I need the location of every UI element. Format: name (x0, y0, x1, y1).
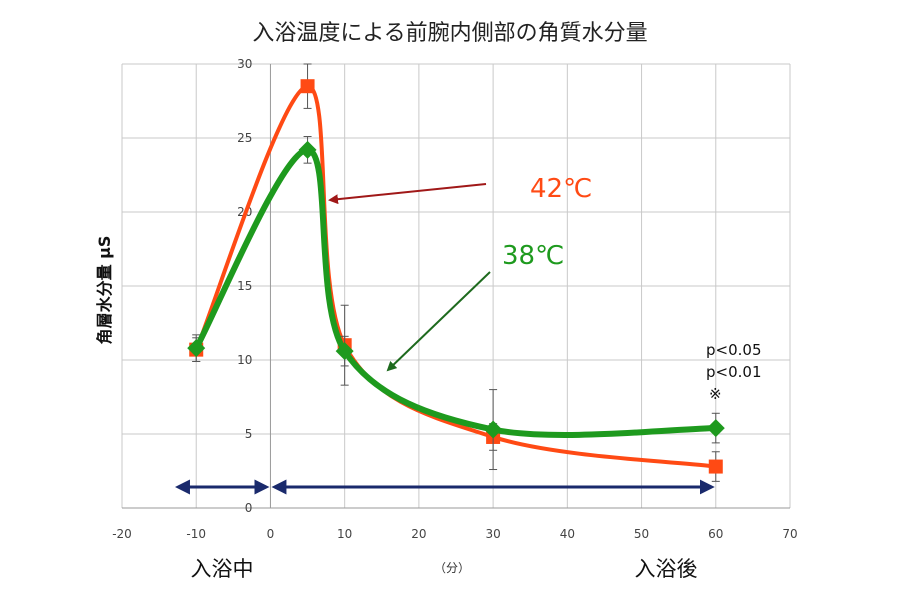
significance-mark: ※ (709, 385, 722, 403)
phase-label-after: 入浴後 (635, 557, 698, 581)
y-tick-label: 15 (237, 279, 252, 293)
significance-p005: p<0.05 (706, 341, 762, 359)
x-axis-unit: （分） (434, 561, 470, 575)
data-point (298, 140, 317, 159)
data-point (484, 420, 503, 439)
y-tick-label: 0 (245, 501, 253, 515)
series-38c (187, 136, 725, 471)
x-tick-labels: -20 -10 0 10 20 30 40 50 60 70 (112, 527, 797, 541)
phase-label-before: 入浴中 (191, 557, 254, 581)
x-tick-label: 0 (267, 527, 275, 541)
x-tick-label: -10 (186, 527, 206, 541)
y-axis-label: 角層水分量 μS (95, 236, 114, 345)
y-tick-label: 30 (237, 57, 252, 71)
x-tick-label: 40 (560, 527, 575, 541)
arrow-42c (328, 183, 487, 205)
series-line (193, 146, 719, 438)
annotation-arrows (328, 183, 491, 372)
data-point (335, 342, 354, 361)
axes (122, 64, 790, 509)
x-tick-label: 20 (411, 527, 426, 541)
x-tick-label: 50 (634, 527, 649, 541)
grid (121, 63, 791, 508)
data-point (706, 419, 725, 438)
data-point (300, 79, 315, 94)
data-point (187, 339, 206, 358)
arrow-38c (386, 271, 491, 372)
x-tick-label: 10 (337, 527, 352, 541)
x-tick-label: 70 (782, 527, 797, 541)
chart-title: 入浴温度による前腕内側部の角質水分量 (252, 21, 647, 46)
y-tick-label: 10 (237, 353, 252, 367)
x-tick-label: 60 (708, 527, 723, 541)
y-tick-label: 25 (237, 131, 252, 145)
series-layer (187, 63, 725, 482)
x-tick-label: 30 (485, 527, 500, 541)
series-line (194, 84, 718, 469)
y-tick-label: 5 (245, 427, 253, 441)
data-point (708, 459, 723, 474)
significance-p001: p<0.01 (706, 363, 762, 381)
label-38c: 38℃ (502, 241, 564, 271)
x-tick-label: -20 (112, 527, 132, 541)
label-42c: 42℃ (530, 174, 592, 204)
